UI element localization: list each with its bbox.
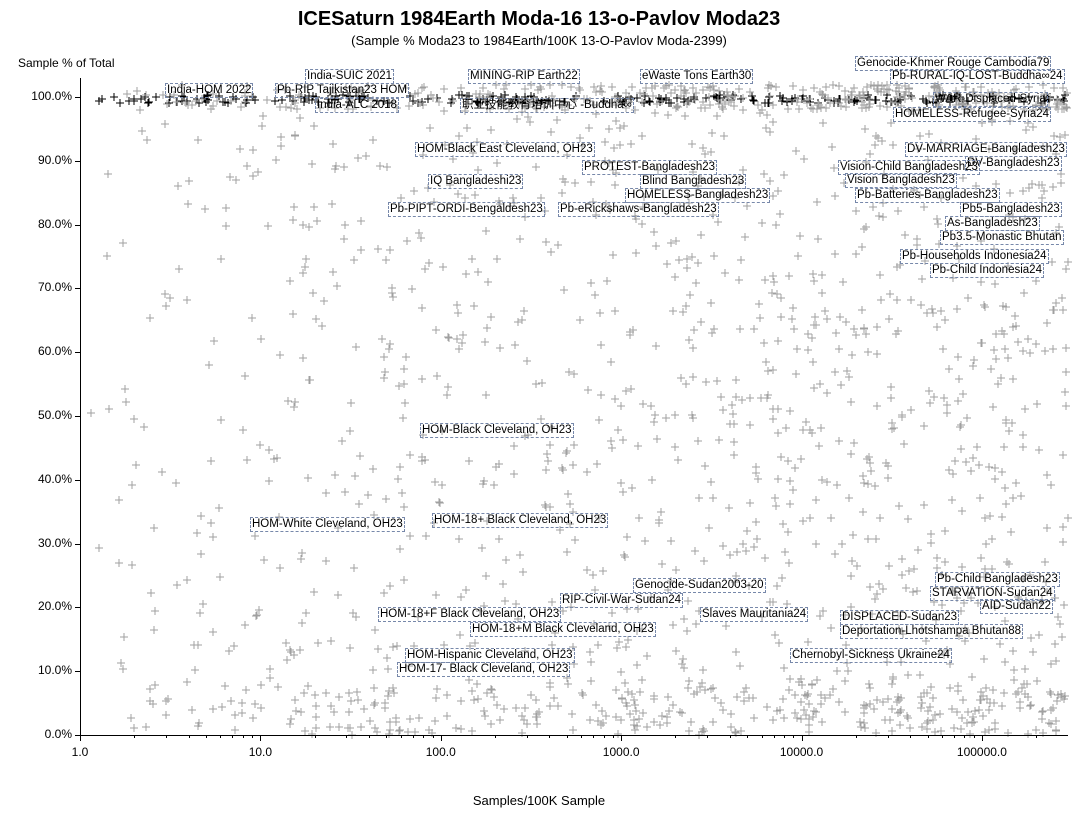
annotation-label: HOM-Black East Cleveland, OH23 bbox=[415, 142, 595, 157]
y-tick-label: 20.0% bbox=[12, 599, 72, 613]
annotation-label: Pb-Households Indonesia24 bbox=[900, 249, 1049, 264]
x-tick-label: 100.0 bbox=[426, 745, 456, 759]
annotation-label: Pb-PIPT-ORDI-Bengaldesh23 bbox=[388, 202, 545, 217]
annotation-label: HOM-Black Cleveland, OH23 bbox=[420, 423, 574, 438]
annotation-label: WAR-Displaced-Syria bbox=[933, 92, 1048, 107]
annotation-label: Pb3.5-Monastic Bhutan bbox=[940, 230, 1064, 245]
y-tick-label: 40.0% bbox=[12, 472, 72, 486]
annotation-label: Slaves Mauritania24 bbox=[700, 607, 808, 622]
y-axis-title-text: Sample % of Total bbox=[18, 56, 115, 70]
y-tick-label: 50.0% bbox=[12, 408, 72, 422]
annotation-label: Chernobyl-Sickness Ukraine24 bbox=[790, 648, 952, 663]
annotation-label: PROTEST-Bangladesh23 bbox=[582, 160, 717, 175]
y-tick-label: 80.0% bbox=[12, 217, 72, 231]
x-tick-label: 10.0 bbox=[249, 745, 272, 759]
y-tick-label: 60.0% bbox=[12, 344, 72, 358]
annotation-label: Pb-Child Indonesia24 bbox=[930, 263, 1044, 278]
annotation-label: AID-Sudan22 bbox=[980, 599, 1053, 614]
annotation-label: IQ Bangladeshi23 bbox=[428, 174, 523, 189]
annotation-label: Deportation-Lhotshampa Bhutan88 bbox=[840, 624, 1023, 639]
annotation-label: Pb-RURAL-IQ-LOST-Buddha∞24 bbox=[890, 69, 1065, 84]
chart-title: ICESaturn 1984Earth Moda-16 13-o-Pavlov … bbox=[0, 8, 1078, 31]
annotation-label: HOM-17- Black Cleveland, OH23 bbox=[397, 662, 570, 677]
annotation-label: RIP-Civil-War-Sudan24 bbox=[560, 593, 683, 608]
chart-subtitle: (Sample % Moda23 to 1984Earth/100K 13-O-… bbox=[0, 33, 1078, 48]
annotation-label: Pb5-Bangladesh23 bbox=[960, 202, 1062, 217]
scatter-chart: ICESaturn 1984Earth Moda-16 13-o-Pavlov … bbox=[0, 0, 1078, 823]
annotation-label: Blind Bangladesh23 bbox=[640, 174, 746, 189]
y-tick-label: 90.0% bbox=[12, 153, 72, 167]
x-axis-line bbox=[80, 735, 1068, 736]
annotation-label: eWaste Tons Earth30 bbox=[640, 69, 753, 84]
y-tick-label: 30.0% bbox=[12, 536, 72, 550]
x-tick-label: 1000.0 bbox=[603, 745, 640, 759]
annotation-label: India-HOM 2022 bbox=[165, 83, 253, 98]
annotation-label: HOMELESS-Refugee-Syria24 bbox=[893, 107, 1051, 122]
x-axis-title-text: Samples/100K Sample bbox=[0, 793, 1078, 808]
annotation-label: HOM-18+M Black Cleveland, OH23 bbox=[470, 622, 656, 637]
annotation-label: Pb-Child Bangladesh23 bbox=[935, 572, 1060, 587]
annotation-label: HOMELESS-Bangladesh23 bbox=[625, 188, 770, 203]
annotation-label: HOM-18+ Black Cleveland, OH23 bbox=[432, 513, 608, 528]
annotation-label: India-SUIC 2021 bbox=[305, 69, 394, 84]
x-tick-label: 10000.0 bbox=[780, 745, 823, 759]
annotation-label: HOM-Hispanic Cleveland, OH23 bbox=[405, 648, 575, 663]
y-tick-label: 70.0% bbox=[12, 280, 72, 294]
annotation-label: MINING-RIP Earth22 bbox=[468, 69, 580, 84]
annotation-label: 职业技能教育培训中心 -Buddha∞ bbox=[460, 98, 634, 113]
annotation-label: Pb-RIP Tajikistan23 HOM bbox=[275, 83, 409, 98]
y-tick-label: 0.0% bbox=[12, 727, 72, 741]
y-tick-label: 100.0% bbox=[12, 89, 72, 103]
annotation-label: DISPLACED-Sudan23 bbox=[840, 610, 959, 625]
annotation-label: Vision Bangladesh23 bbox=[845, 173, 957, 188]
x-tick-label: 100000.0 bbox=[957, 745, 1007, 759]
annotation-label: Pb-Batteries-Bangladesh23 bbox=[855, 188, 1000, 203]
annotation-label: India-ALC 2018 bbox=[315, 98, 399, 113]
y-tick-label: 10.0% bbox=[12, 663, 72, 677]
annotation-label: Genocide-Sudan2003-20 bbox=[633, 578, 766, 593]
annotation-label: HOM-White Cleveland, OH23 bbox=[250, 517, 405, 532]
annotation-label: Pb-eRickshaws-Bangladesh23 bbox=[558, 202, 719, 217]
annotation-label: DV-MARRIAGE-Bangladesh23 bbox=[905, 142, 1067, 157]
annotation-label: As-Bangladesh23 bbox=[945, 216, 1040, 231]
x-tick-label: 1.0 bbox=[72, 745, 89, 759]
y-axis-line bbox=[80, 78, 81, 735]
annotation-label: HOM-18+F Black Cleveland, OH23 bbox=[378, 607, 561, 622]
